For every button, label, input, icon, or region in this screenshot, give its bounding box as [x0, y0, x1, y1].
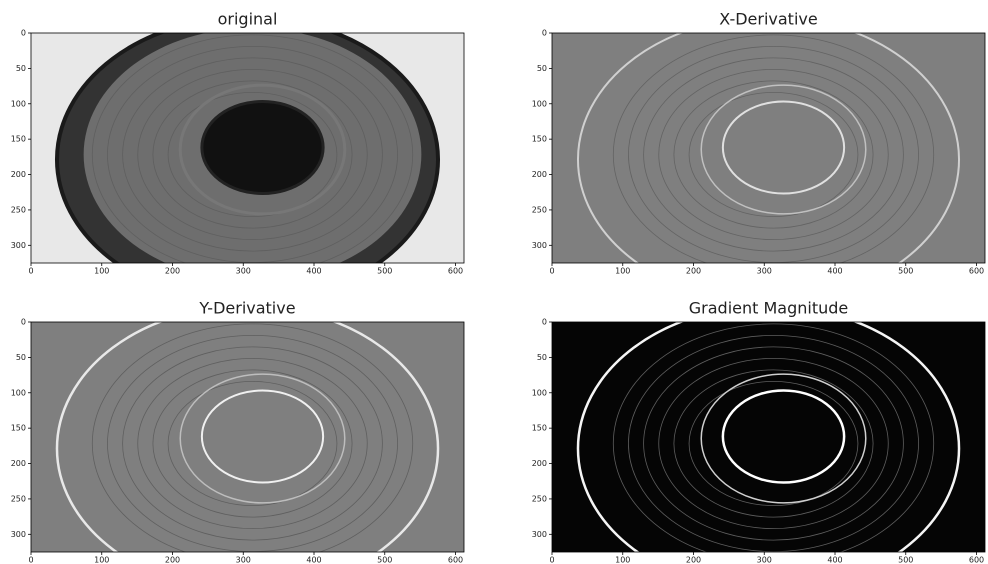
subplot-title: Gradient Magnitude [689, 299, 849, 318]
x-tick-label: 500 [898, 556, 913, 564]
x-tick-label: 600 [448, 556, 463, 564]
y-tick-label: 50 [16, 64, 26, 73]
x-tick-label: 200 [686, 267, 701, 276]
x-tick-label: 200 [165, 267, 180, 276]
y-tick-label: 100 [532, 388, 547, 397]
x-tick-label: 600 [448, 267, 463, 276]
x-tick-label: 600 [969, 267, 984, 276]
y-tick-label: 0 [21, 29, 26, 38]
y-tick-label: 250 [11, 205, 26, 214]
y-tick-label: 100 [11, 388, 26, 397]
subplot-title: original [218, 10, 278, 29]
x-tick-label: 500 [898, 267, 913, 276]
image-background [31, 322, 464, 552]
y-tick-label: 200 [532, 170, 547, 179]
y-tick-label: 150 [11, 135, 26, 144]
subplot: Y-Derivative 0 100 200 300 400 500 600 0 50 100 150… [11, 299, 464, 564]
subplot: Gradient Magnitude 0 100 200 300 400 500 600 0 50… [532, 299, 985, 564]
x-tick-label: 100 [615, 267, 630, 276]
x-tick-label: 0 [549, 556, 554, 564]
subplot-title: X-Derivative [719, 10, 817, 29]
x-tick-label: 100 [615, 556, 630, 564]
x-tick-label: 300 [236, 267, 251, 276]
x-tick-label: 400 [306, 556, 321, 564]
y-tick-label: 50 [16, 353, 26, 362]
y-tick-label: 0 [542, 318, 547, 327]
y-tick-label: 200 [11, 170, 26, 179]
tire-hole [202, 102, 323, 194]
x-tick-label: 0 [28, 556, 33, 564]
image [31, 306, 464, 564]
y-tick-label: 200 [532, 459, 547, 468]
x-tick-label: 200 [165, 556, 180, 564]
y-tick-label: 150 [11, 424, 26, 433]
y-tick-label: 300 [11, 241, 26, 250]
image-background [552, 322, 985, 552]
y-tick-label: 200 [11, 459, 26, 468]
x-tick-label: 500 [377, 267, 392, 276]
subplot: original 0 100 200 300 400 500 600 0 50 100 150 200 2… [11, 10, 464, 303]
y-tick-label: 150 [532, 135, 547, 144]
x-tick-label: 100 [94, 267, 109, 276]
y-tick-label: 0 [542, 29, 547, 38]
x-tick-label: 400 [827, 267, 842, 276]
image [552, 17, 985, 302]
x-tick-label: 200 [686, 556, 701, 564]
y-tick-label: 300 [532, 530, 547, 539]
x-tick-label: 400 [306, 267, 321, 276]
x-tick-label: 300 [236, 556, 251, 564]
x-tick-label: 500 [377, 556, 392, 564]
y-tick-label: 250 [11, 494, 26, 503]
y-tick-label: 300 [532, 241, 547, 250]
x-tick-label: 300 [757, 267, 772, 276]
x-tick-label: 0 [28, 267, 33, 276]
y-tick-label: 100 [532, 99, 547, 108]
y-tick-label: 50 [537, 353, 547, 362]
subplot-title: Y-Derivative [198, 299, 295, 318]
image-background [552, 33, 985, 263]
y-tick-label: 300 [11, 530, 26, 539]
y-tick-label: 250 [532, 205, 547, 214]
subplot: X-Derivative 0 100 200 300 400 500 600 0 50 100 150… [532, 10, 985, 303]
y-tick-label: 150 [532, 424, 547, 433]
x-tick-label: 600 [969, 556, 984, 564]
figure: original01002003004005006000501001502002… [0, 0, 988, 564]
y-tick-label: 0 [21, 318, 26, 327]
y-tick-label: 100 [11, 99, 26, 108]
y-tick-label: 250 [532, 494, 547, 503]
y-tick-label: 50 [537, 64, 547, 73]
x-tick-label: 100 [94, 556, 109, 564]
image [552, 306, 985, 564]
image [31, 17, 464, 302]
x-tick-label: 400 [827, 556, 842, 564]
x-tick-label: 0 [549, 267, 554, 276]
x-tick-label: 300 [757, 556, 772, 564]
